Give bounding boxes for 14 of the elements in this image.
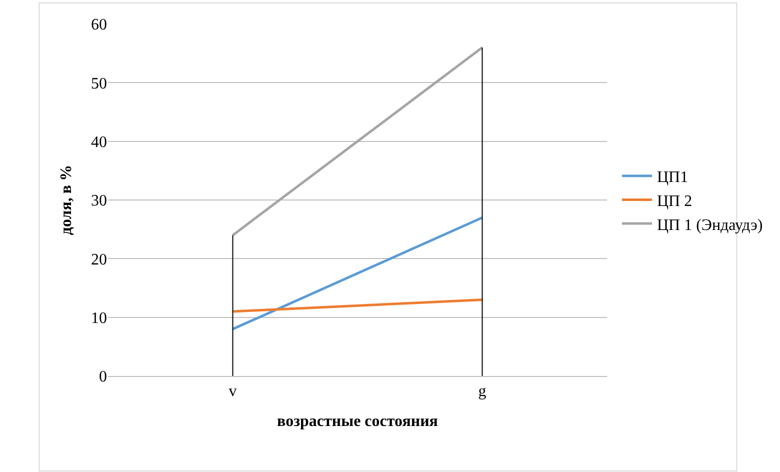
legend-label: ЦП 1 (Эндаудэ) [656, 216, 763, 234]
y-tick-label: 20 [91, 251, 107, 268]
y-tick-label: 10 [91, 310, 107, 327]
legend-label: ЦП1 [656, 169, 688, 186]
y-tick-label: 60 [91, 16, 107, 34]
x-axis-title: возрастные состояния [277, 412, 438, 430]
y-tick-label: 30 [91, 192, 107, 210]
legend-label: ЦП 2 [656, 192, 692, 210]
x-tick-label: g [478, 383, 486, 400]
y-tick-label: 40 [91, 134, 107, 151]
y-tick-label: 0 [99, 368, 107, 386]
y-tick-label: 50 [91, 75, 107, 92]
x-tick-label: v [228, 383, 237, 400]
y-axis-title: доля, в % [58, 164, 75, 236]
